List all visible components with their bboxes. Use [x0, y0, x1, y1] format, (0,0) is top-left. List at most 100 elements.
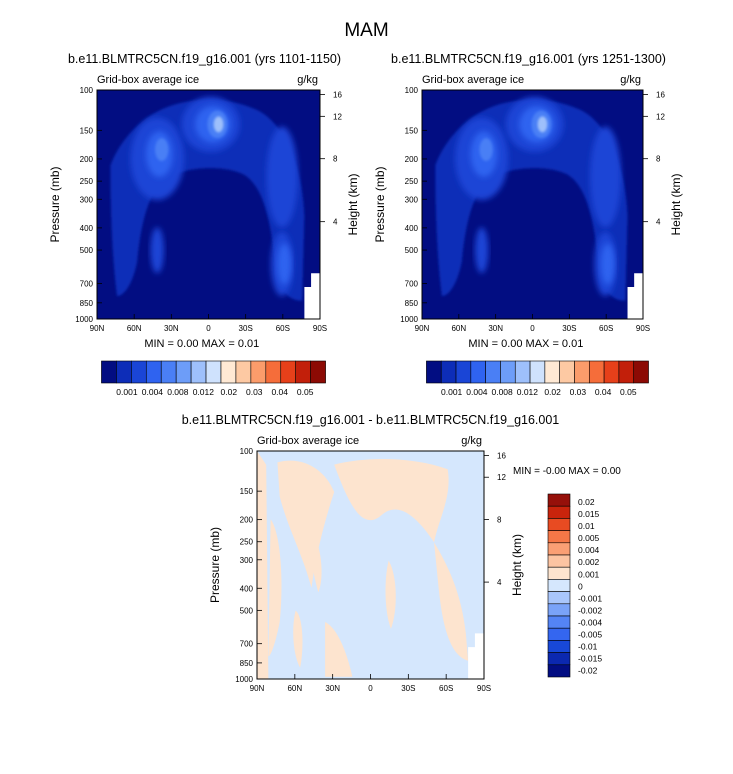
- colorbar-label: -0.015: [578, 654, 602, 664]
- variable-label: Grid-box average ice: [97, 74, 199, 86]
- y-tick-label: 150: [405, 126, 419, 135]
- stats-label: MIN = 0.00 MAX = 0.01: [468, 338, 583, 350]
- x-tick-label: 90N: [90, 324, 105, 333]
- stats-label: MIN = 0.00 MAX = 0.01: [144, 338, 259, 350]
- colorbar-swatch: [455, 360, 472, 384]
- colorbar-swatch: [559, 360, 575, 384]
- colorbar-label: 0.005: [578, 533, 600, 543]
- y-tick-label: 1000: [235, 675, 253, 684]
- x-tick-label: 0: [206, 324, 211, 333]
- colorbar-label: -0.01: [578, 642, 598, 652]
- positive-region: [434, 542, 469, 661]
- positive-region: [310, 530, 322, 593]
- colorbar-swatch: [310, 360, 326, 384]
- colorbar-swatch: [547, 554, 571, 568]
- colorbar-swatch: [235, 360, 252, 384]
- y-tick-label: 400: [405, 224, 419, 233]
- y-tick-label: 400: [240, 584, 254, 593]
- positive-region: [334, 459, 449, 543]
- colorbar-label: 0.004: [142, 387, 164, 397]
- heatmap-field: [97, 90, 320, 319]
- colorbar: 0.001 0.004 0.008 0.012 0.02 0.03 0.04 0.05: [101, 360, 326, 397]
- height-tick-label: 16: [656, 91, 665, 100]
- units-label: g/kg: [461, 435, 482, 447]
- height-tick-label: 16: [333, 91, 342, 100]
- panel-title: b.e11.BLMTRC5CN.f19_g16.001 - b.e11.BLMT…: [182, 413, 560, 427]
- colorbar-swatch: [547, 518, 571, 531]
- height-axis-label: Height (km): [510, 534, 524, 596]
- height-tick-label: 4: [333, 218, 338, 227]
- height-tick-label: 8: [656, 155, 661, 164]
- x-tick-label: 60S: [439, 684, 453, 693]
- heatmap-field: [422, 90, 643, 319]
- y-tick-label: 150: [240, 487, 254, 496]
- x-tick-label: 30N: [325, 684, 340, 693]
- colorbar-swatch: [547, 652, 571, 666]
- height-tick-label: 12: [656, 112, 665, 121]
- y-tick-label: 500: [240, 606, 254, 615]
- y-tick-label: 1000: [75, 315, 93, 324]
- y-tick-label: 150: [80, 126, 94, 135]
- colorbar-swatch: [547, 566, 571, 580]
- x-tick-label: 60N: [451, 324, 466, 333]
- y-tick-label: 850: [80, 299, 94, 308]
- y-tick-label: 850: [405, 299, 419, 308]
- colorbar-label: -0.004: [578, 617, 602, 627]
- colorbar-swatch: [280, 360, 296, 384]
- colorbar-swatch: [574, 360, 590, 384]
- colorbar-label: 0.015: [578, 509, 600, 519]
- panel-title: b.e11.BLMTRC5CN.f19_g16.001 (yrs 1101-11…: [68, 52, 341, 66]
- colorbar: 0.02 0.015 0.01 0.005 0.004 0.002 0.001 0 -0.001…: [547, 493, 602, 678]
- y-tick-label: 200: [405, 155, 419, 164]
- y-tick-label: 500: [80, 246, 94, 255]
- colorbar-swatch: [603, 360, 620, 384]
- positive-region: [268, 519, 282, 657]
- colorbar-label: 0.001: [578, 569, 600, 579]
- colorbar-label: 0.05: [297, 387, 314, 397]
- ice-region: [266, 126, 298, 228]
- colorbar-label: 0.004: [466, 387, 488, 397]
- colorbar-swatch: [175, 360, 192, 384]
- x-tick-label: 30S: [239, 324, 253, 333]
- colorbar-swatch: [205, 360, 222, 384]
- y-axis-label: Pressure (mb): [208, 527, 222, 603]
- ice-core: [537, 116, 548, 133]
- colorbar-label: 0.05: [620, 387, 637, 397]
- y-tick-label: 300: [405, 195, 419, 204]
- missing-data-mask: [304, 273, 320, 319]
- colorbar-swatch: [440, 360, 457, 384]
- ice-region: [150, 227, 164, 274]
- colorbar-swatch: [547, 640, 571, 653]
- colorbar-label: 0.001: [441, 387, 463, 397]
- positive-region: [257, 451, 269, 679]
- ice-region: [601, 243, 615, 285]
- colorbar-swatch: [547, 542, 571, 556]
- colorbar-label: 0.02: [544, 387, 561, 397]
- y-tick-label: 100: [80, 86, 94, 95]
- y-tick-label: 200: [80, 155, 94, 164]
- height-axis-label: Height (km): [346, 173, 360, 235]
- height-tick-label: 4: [656, 218, 661, 227]
- y-tick-label: 700: [240, 640, 254, 649]
- negative-region: [456, 451, 478, 474]
- x-tick-label: 90S: [313, 324, 327, 333]
- x-tick-label: 60S: [599, 324, 613, 333]
- height-axis-label: Height (km): [669, 173, 683, 235]
- page-title: MAM: [344, 20, 389, 41]
- positive-region: [293, 610, 303, 668]
- y-axis-label: Pressure (mb): [373, 166, 387, 242]
- colorbar-label: 0.01: [578, 521, 595, 531]
- colorbar-label: 0.02: [578, 497, 595, 507]
- y-tick-label: 1000: [400, 315, 418, 324]
- positive-region: [277, 460, 335, 588]
- colorbar-swatch: [470, 360, 486, 384]
- missing-data-mask: [627, 273, 643, 319]
- y-axis-label: Pressure (mb): [48, 166, 62, 242]
- colorbar-swatch: [547, 615, 571, 629]
- colorbar-swatch: [116, 360, 132, 384]
- y-tick-label: 700: [405, 280, 419, 289]
- colorbar-swatch: [547, 591, 571, 605]
- colorbar-swatch: [500, 360, 516, 384]
- x-tick-label: 60S: [276, 324, 290, 333]
- x-tick-label: 30N: [488, 324, 503, 333]
